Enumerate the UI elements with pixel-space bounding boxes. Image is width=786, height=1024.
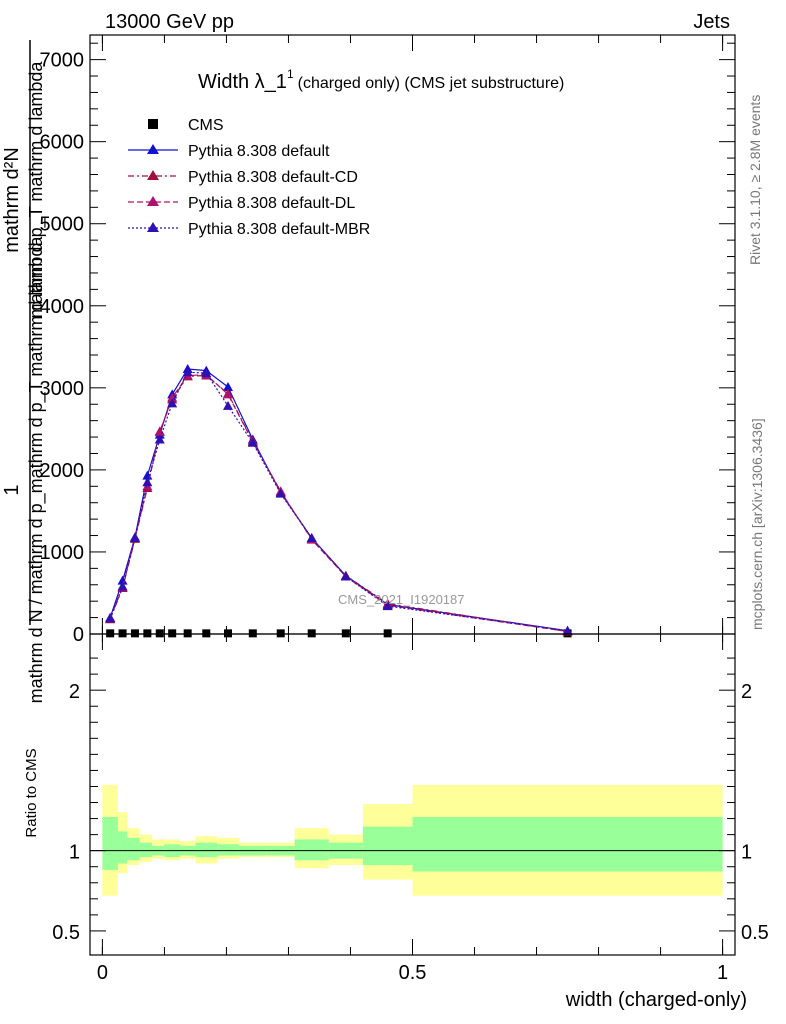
data-point-triangle [222,382,233,392]
ratio-y-tick-label-right: 2 [741,681,752,703]
y-axis-label-denominator: mathrm d N / mathrm d p_mathrm d p_T mat… [26,236,47,704]
legend-label: CMS [188,117,224,134]
ratio-y-tick-label-right: 0.5 [741,922,769,944]
x-tick-label: 0 [97,962,108,984]
y-tick-label: 7000 [40,50,85,72]
data-point-triangle [306,532,317,542]
series-0 [106,629,572,638]
main-panel: 0 1000 2000 3000 4000 5000 6000 7000 CMS Pythia 8… [40,34,736,646]
data-point-triangle [222,389,233,399]
data-point-triangle [117,581,128,591]
data-point-triangle [382,601,393,611]
data-point-square [223,629,232,638]
series-4 [105,367,573,635]
uncertainty-band-inner [139,842,153,858]
x-tick-label: 0.5 [399,962,427,984]
ratio-y-tick-label: 2 [69,681,80,703]
uncertainty-band-inner [412,816,723,872]
legend-marker-triangle [147,222,159,232]
ratio-y-axis-label: Ratio to CMS [23,748,40,837]
data-point-triangle [117,575,128,585]
legend-marker-triangle [147,170,159,180]
data-point-triangle [222,400,233,410]
legend-label: Pythia 8.308 default [188,143,330,160]
header-right: Jets [693,11,730,33]
y-axis-label-numerator: 1 [1,484,23,495]
data-point-square [307,629,316,638]
legend: CMS Pythia 8.308 default Pythia 8.308 defa… [128,117,370,238]
data-point-triangle [275,488,286,498]
chart-title-main: Width λ_1 [198,71,287,93]
uncertainty-band-inner [294,839,329,861]
data-point-square [183,629,192,638]
uncertainty-band-inner [102,816,118,870]
data-point-square [276,629,285,638]
x-axis-label: width (charged-only) [565,989,747,1011]
side-text-mcplots: mcplots.cern.ch [arXiv:1306.3436] [749,418,765,630]
data-point-triangle [340,571,351,581]
watermark-text: CMS_2021_I1920187 [338,592,465,607]
data-point-square [202,629,211,638]
side-text-rivet: Rivet 3.1.10, ≥ 2.8M events [747,95,763,265]
legend-label: Pythia 8.308 default-MBR [188,221,370,238]
data-point-square [106,629,115,638]
data-point-triangle [562,625,573,635]
main-frame [89,34,736,635]
legend-marker-triangle [147,144,159,154]
data-point-square [341,629,350,638]
data-point-square [155,629,164,638]
legend-marker-triangle [147,196,159,206]
legend-label: Pythia 8.308 default-CD [188,169,358,186]
x-tick-label: 1 [717,962,728,984]
ratio-y-tick-label-right: 1 [741,842,752,864]
data-point-square [168,629,177,638]
data-point-square [118,629,127,638]
chart-title-sup: 1 [287,67,294,81]
data-point-triangle [142,477,153,487]
data-point-triangle [201,368,212,378]
data-point-triangle [105,613,116,623]
y-tick-label: 4000 [40,296,85,318]
ratio-panel: 0.5 0.5 1 1 2 2 0 0.5 1 [52,633,769,984]
y-axis-label-denominator2: mathrm d p_T mathrm d lambda [26,61,47,319]
uncertainty-band-inner [127,837,140,861]
ratio-frame [89,633,736,956]
uncertainty-band-inner [117,831,128,864]
legend-marker-square [148,119,158,129]
data-point-triangle [182,367,193,377]
legend-label: Pythia 8.308 default-DL [188,195,355,212]
uncertainty-band-inner [362,826,413,866]
uncertainty-band-inner [195,842,218,858]
y-axis-label-numerator2: mathrm d²N [1,147,23,253]
y-tick-label: 5000 [40,214,85,236]
y-tick-label: 2000 [40,460,85,482]
uncertainty-band-inner [217,844,239,856]
y-tick-label: 3000 [40,378,85,400]
ratio-y-tick-label: 0.5 [52,922,80,944]
ratio-y-tick-label: 1 [69,842,80,864]
data-point-triangle [154,434,165,444]
y-tick-label: 6000 [40,132,85,154]
data-point-square [143,629,152,638]
y-tick-label: 0 [73,624,84,646]
data-point-square [248,629,257,638]
header-left: 13000 GeV pp [105,11,234,33]
data-point-square [383,629,392,638]
data-point-triangle [129,532,140,542]
data-point-triangle [167,398,178,408]
data-point-triangle [247,437,258,447]
chart-subtitle: (charged only) (CMS jet substructure) [298,75,565,92]
chart-title: Width λ_11 (charged only) (CMS jet substr… [198,67,564,93]
data-point-square [130,629,139,638]
y-tick-label: 1000 [40,542,85,564]
